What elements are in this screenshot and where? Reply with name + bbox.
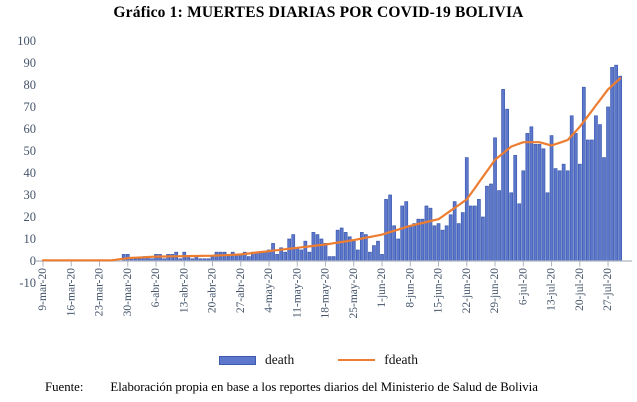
svg-text:0: 0 (30, 254, 36, 268)
svg-text:30: 30 (24, 188, 37, 202)
svg-text:-10: -10 (19, 276, 36, 290)
svg-text:80: 80 (24, 78, 37, 92)
svg-text:90: 90 (24, 56, 37, 70)
source-text: Elaboración propia en base a los reporte… (110, 380, 538, 394)
svg-text:13-jul-20: 13-jul-20 (546, 268, 558, 311)
svg-text:25-may-20: 25-may-20 (348, 268, 360, 319)
svg-text:9-mar-20: 9-mar-20 (37, 268, 49, 311)
svg-text:60: 60 (24, 122, 37, 136)
source-label: Fuente: (45, 380, 84, 394)
svg-text:11-may-20: 11-may-20 (291, 268, 303, 318)
fdeath-trend-line (41, 77, 622, 262)
x-axis-tick-labels: 9-mar-20 16-mar-20 23-mar-20 30-mar-20 6-abr… (37, 268, 614, 319)
fdeath-legend-label: fdeath (384, 352, 418, 367)
svg-text:70: 70 (24, 100, 37, 114)
x-axis-tick-marks (42, 261, 609, 267)
death-bars-series (121, 64, 623, 262)
svg-text:29-jun-20: 29-jun-20 (489, 268, 501, 314)
svg-text:27-abr-20: 27-abr-20 (235, 268, 247, 313)
svg-text:10: 10 (24, 232, 37, 246)
svg-text:50: 50 (24, 144, 37, 158)
death-legend-swatch-icon (219, 355, 256, 365)
death-legend-label: death (265, 352, 295, 367)
svg-text:30-mar-20: 30-mar-20 (122, 268, 134, 317)
svg-text:16-mar-20: 16-mar-20 (65, 268, 77, 317)
svg-text:1-jun-20: 1-jun-20 (376, 268, 388, 308)
svg-text:20-jul-20: 20-jul-20 (574, 268, 586, 311)
svg-text:13-abr-20: 13-abr-20 (178, 268, 190, 313)
svg-text:6-jul-20: 6-jul-20 (517, 268, 529, 305)
chart-title: Gráfico 1: MUERTES DIARIAS POR COVID-19 … (113, 4, 524, 21)
svg-text:15-jun-20: 15-jun-20 (433, 268, 445, 314)
svg-text:23-mar-20: 23-mar-20 (94, 268, 106, 317)
svg-text:8-jun-20: 8-jun-20 (404, 268, 416, 308)
svg-text:20-abr-20: 20-abr-20 (207, 268, 219, 313)
svg-text:40: 40 (24, 166, 37, 180)
svg-text:4-may-20: 4-may-20 (263, 268, 275, 313)
chart-legend: death fdeath (0, 352, 637, 368)
svg-text:20: 20 (24, 210, 37, 224)
fdeath-legend-line-icon (338, 359, 376, 361)
source-note: Fuente: Elaboración propia en base a los… (0, 380, 637, 395)
svg-text:6-abr-20: 6-abr-20 (150, 268, 162, 308)
svg-text:27-jul-20: 27-jul-20 (602, 268, 614, 311)
svg-text:22-jun-20: 22-jun-20 (461, 268, 473, 314)
svg-text:18-may-20: 18-may-20 (320, 268, 332, 319)
svg-text:100: 100 (17, 34, 36, 48)
